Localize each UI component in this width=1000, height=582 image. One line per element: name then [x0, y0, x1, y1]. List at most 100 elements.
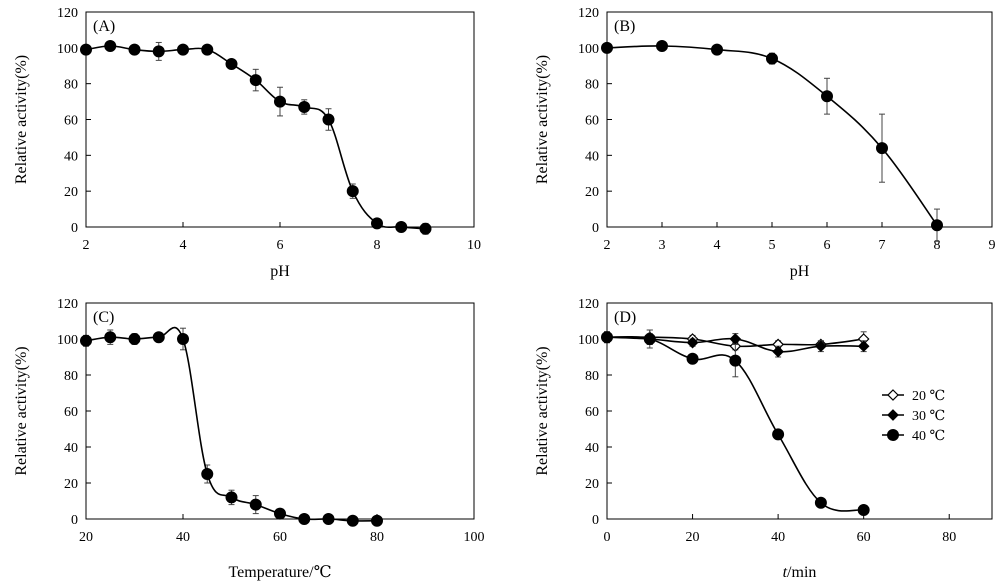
data-point: [814, 496, 827, 509]
x-axis-label: t/min: [783, 564, 817, 581]
x-tick-label: 6: [824, 238, 831, 253]
panel-label: (B): [614, 18, 635, 35]
x-tick-label: 4: [714, 238, 721, 253]
y-tick-label: 20: [585, 185, 599, 200]
y-tick-label: 40: [585, 441, 599, 456]
data-point: [876, 142, 888, 155]
series-0: [601, 40, 943, 242]
data-point: [274, 507, 286, 520]
x-tick-label: 100: [464, 530, 485, 545]
data-point: [346, 185, 359, 198]
y-tick-label: 60: [64, 405, 78, 420]
data-point: [931, 219, 943, 232]
series-0: [80, 326, 383, 527]
y-tick-label: 80: [64, 369, 78, 384]
x-tick-label: 4: [180, 238, 187, 253]
data-point: [274, 95, 286, 108]
x-tick-label: 5: [769, 238, 776, 253]
plot-frame: [85, 11, 475, 228]
y-tick-label: 60: [64, 114, 78, 129]
panel-label: (C): [93, 309, 114, 326]
plot-frame: [85, 302, 475, 520]
data-point: [298, 513, 311, 525]
x-tick-label: 40: [771, 530, 785, 545]
x-tick-label: 7: [879, 238, 886, 253]
data-point: [395, 221, 408, 233]
data-point: [815, 340, 827, 353]
data-point: [322, 513, 335, 525]
data-point: [80, 334, 92, 347]
data-point: [371, 217, 383, 230]
data-point: [821, 90, 833, 103]
series-2: [601, 329, 870, 516]
y-axis-label: Relative activity(%): [13, 346, 30, 475]
y-tick-label: 80: [585, 369, 599, 384]
data-point: [772, 345, 784, 358]
y-axis-label: Relative activity(%): [534, 346, 551, 475]
y-tick-label: 120: [57, 6, 78, 21]
y-tick-label: 100: [578, 333, 599, 348]
y-tick-label: 40: [64, 149, 78, 164]
data-point: [729, 333, 742, 345]
x-axis-label: pH: [270, 263, 290, 280]
x-tick-label: 10: [467, 238, 481, 253]
x-tick-label: 8: [374, 238, 381, 253]
y-tick-label: 0: [592, 221, 599, 236]
data-point: [177, 43, 189, 56]
legend-label: 40 ℃: [912, 429, 945, 444]
legend: 20 ℃ 30 ℃ 40 ℃: [882, 389, 945, 444]
data-point: [419, 222, 432, 235]
legend-marker: [887, 389, 899, 401]
legend-marker: [887, 429, 899, 441]
y-tick-label: 20: [64, 185, 78, 200]
y-tick-label: 100: [578, 42, 599, 57]
x-tick-label: 0: [604, 530, 611, 545]
data-point: [711, 43, 723, 56]
x-tick-label: 2: [604, 238, 611, 253]
data-point: [686, 352, 699, 365]
data-point: [371, 514, 383, 527]
data-point: [225, 57, 238, 70]
data-point: [104, 331, 117, 344]
data-point: [152, 331, 165, 344]
data-point: [686, 336, 699, 349]
y-tick-label: 40: [64, 441, 78, 456]
data-point: [346, 514, 359, 527]
x-tick-label: 40: [176, 530, 190, 545]
legend-marker: [887, 409, 899, 421]
panel-label: (D): [614, 309, 636, 326]
x-tick-label: 60: [273, 530, 287, 545]
x-tick-label: 3: [659, 238, 666, 253]
data-point: [80, 43, 92, 56]
data-point: [766, 52, 778, 65]
series-0: [80, 40, 432, 235]
data-point: [772, 428, 785, 441]
y-tick-label: 80: [64, 78, 78, 93]
x-tick-label: 6: [277, 238, 284, 253]
x-tick-label: 80: [942, 530, 956, 545]
x-tick-label: 20: [79, 530, 93, 545]
data-point: [857, 504, 870, 516]
x-axis-label-unit: /min: [787, 564, 816, 581]
panel-label: (A): [93, 18, 115, 35]
y-tick-label: 60: [585, 405, 599, 420]
y-tick-label: 80: [585, 78, 599, 93]
y-tick-label: 0: [71, 513, 78, 528]
data-point: [322, 113, 335, 126]
data-point: [104, 40, 117, 53]
y-tick-label: 20: [64, 477, 78, 492]
x-tick-label: 80: [370, 530, 384, 545]
y-tick-label: 60: [585, 114, 599, 129]
series-line: [606, 45, 938, 226]
y-tick-label: 100: [57, 42, 78, 57]
data-point: [249, 498, 262, 511]
y-tick-label: 0: [592, 513, 599, 528]
data-point: [729, 354, 742, 367]
y-tick-label: 20: [585, 477, 599, 492]
legend-label: 20 ℃: [912, 389, 945, 404]
data-point: [201, 43, 214, 56]
data-point: [857, 340, 870, 353]
y-tick-label: 120: [578, 297, 599, 312]
data-point: [298, 100, 311, 113]
